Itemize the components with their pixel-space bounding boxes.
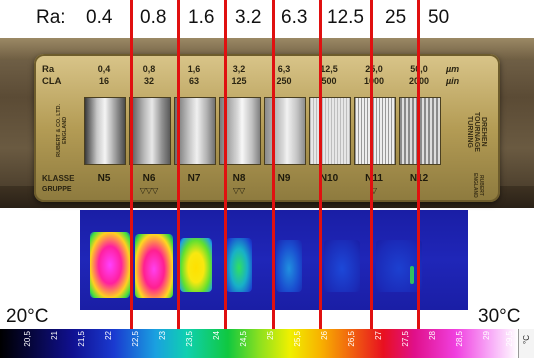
gauge-cla-value: 16 bbox=[98, 76, 109, 86]
scale-unit: °C bbox=[522, 335, 531, 344]
scale-tick: 24 bbox=[212, 331, 221, 340]
divider-line bbox=[130, 0, 133, 329]
gauge-ra-value: 1,6 bbox=[187, 64, 201, 74]
ra-value: 3.2 bbox=[235, 7, 262, 28]
klasse-value: N10 bbox=[319, 173, 339, 184]
klasse-value: N8 bbox=[232, 173, 246, 184]
sample-n6 bbox=[129, 97, 171, 165]
scale-tick: 22,5 bbox=[131, 331, 140, 347]
hot-spot-n10 bbox=[324, 240, 360, 292]
divider-line bbox=[177, 0, 180, 329]
ra-value: 0.8 bbox=[140, 7, 167, 28]
ra-heading: Ra: bbox=[36, 7, 66, 28]
unit-um: µm bbox=[446, 64, 460, 74]
gauge-ra-value: 12,5 bbox=[320, 64, 338, 74]
gauge-cla-value: 250 bbox=[276, 76, 292, 86]
temp-min-label: 20°C bbox=[6, 306, 49, 327]
scale-unit-box: °C bbox=[518, 329, 534, 358]
sample-n10 bbox=[309, 97, 351, 165]
cla-label: CLA bbox=[42, 76, 62, 87]
hot-spot-n11 bbox=[376, 240, 422, 292]
divider-line bbox=[370, 0, 373, 329]
scale-tick: 26,5 bbox=[347, 331, 356, 347]
gauge-cla-value: 500 bbox=[321, 76, 337, 86]
scale-tick: 26 bbox=[320, 331, 329, 340]
ra-value: 6.3 bbox=[281, 7, 308, 28]
ra-label: Ra bbox=[42, 64, 55, 75]
hot-spot-n6 bbox=[135, 234, 173, 298]
gruppe-mark: ▽▽ bbox=[232, 186, 246, 195]
klasse-value: N6 bbox=[142, 173, 156, 184]
hot-spot-n5 bbox=[90, 232, 130, 298]
gruppe-mark: ▽▽▽ bbox=[139, 186, 159, 195]
ra-value: 50 bbox=[428, 7, 450, 28]
scale-tick: 23 bbox=[158, 331, 167, 340]
scale-tick: 27 bbox=[374, 331, 383, 340]
sample-n7 bbox=[174, 97, 216, 165]
sample-n5 bbox=[84, 97, 126, 165]
scale-tick: 29 bbox=[482, 331, 491, 340]
gauge-cla-value: 63 bbox=[188, 76, 199, 86]
gauge-cla-value: 1000 bbox=[363, 76, 385, 86]
ra-value: 25 bbox=[385, 7, 407, 28]
klasse-label: KLASSE bbox=[42, 174, 75, 183]
scale-tick: 22 bbox=[104, 331, 113, 340]
hot-spot-n8 bbox=[226, 238, 252, 292]
hot-spot-n7 bbox=[180, 238, 212, 292]
scale-tick: 28 bbox=[428, 331, 437, 340]
ra-value: 12.5 bbox=[327, 7, 364, 28]
scale-tick: 20,5 bbox=[23, 331, 32, 347]
scale-tick: 25,5 bbox=[293, 331, 302, 347]
klasse-value: N11 bbox=[365, 173, 383, 184]
scale-tick: 27,5 bbox=[401, 331, 410, 347]
process-text: DREHEN TOURNAGE TURNING bbox=[466, 112, 487, 152]
maker-text: RUBERT & CO. LTD. ENGLAND bbox=[56, 103, 68, 157]
divider-line bbox=[319, 0, 322, 329]
unit-uin: µin bbox=[446, 76, 460, 86]
ra-value: 1.6 bbox=[188, 7, 215, 28]
divider-line bbox=[224, 0, 227, 329]
scale-tick: 29,5 bbox=[505, 331, 514, 347]
scale-tick: 23,5 bbox=[185, 331, 194, 347]
klasse-value: N9 bbox=[277, 173, 291, 184]
sample-n9 bbox=[264, 97, 306, 165]
corner-text: RUBERT ENGLAND bbox=[472, 172, 484, 198]
temp-max-label: 30°C bbox=[478, 306, 521, 327]
scale-tick: 21,5 bbox=[77, 331, 86, 347]
scale-tick: 25 bbox=[266, 331, 275, 340]
gauge-ra-value: 3,2 bbox=[232, 64, 246, 74]
klasse-value: N7 bbox=[187, 173, 201, 184]
hot-spot-n11-edge bbox=[410, 266, 414, 284]
gauge-ra-value: 0,8 bbox=[142, 64, 156, 74]
scale-tick: 28,5 bbox=[455, 331, 464, 347]
gauge-plate: Ra CLA 0,4 0,8 1,6 3,2 6,3 12,5 25,0 50,… bbox=[34, 54, 500, 202]
divider-line bbox=[417, 0, 420, 329]
scale-tick: 21 bbox=[50, 331, 59, 340]
gauge-ra-value: 6,3 bbox=[277, 64, 291, 74]
gauge-cla-value: 125 bbox=[231, 76, 247, 86]
color-scale-bar bbox=[0, 329, 518, 358]
gauge-cla-row: 16 32 63 125 250 500 1000 2000 bbox=[82, 76, 442, 89]
ra-value: 0.4 bbox=[86, 7, 113, 28]
klasse-value: N5 bbox=[97, 173, 111, 184]
gauge-ra-value: 0,4 bbox=[97, 64, 111, 74]
sample-n11 bbox=[354, 97, 396, 165]
gauge-photo: Ra CLA 0,4 0,8 1,6 3,2 6,3 12,5 25,0 50,… bbox=[0, 38, 534, 208]
hot-spot-n9 bbox=[276, 240, 302, 292]
gruppe-label: GRUPPE bbox=[42, 186, 72, 193]
gauge-ra-value: 25,0 bbox=[365, 64, 383, 74]
gruppe-mark: ▽ bbox=[370, 186, 378, 195]
gauge-cla-value: 32 bbox=[143, 76, 154, 86]
divider-line bbox=[272, 0, 275, 329]
scale-tick: 24,5 bbox=[239, 331, 248, 347]
sample-n12 bbox=[399, 97, 441, 165]
